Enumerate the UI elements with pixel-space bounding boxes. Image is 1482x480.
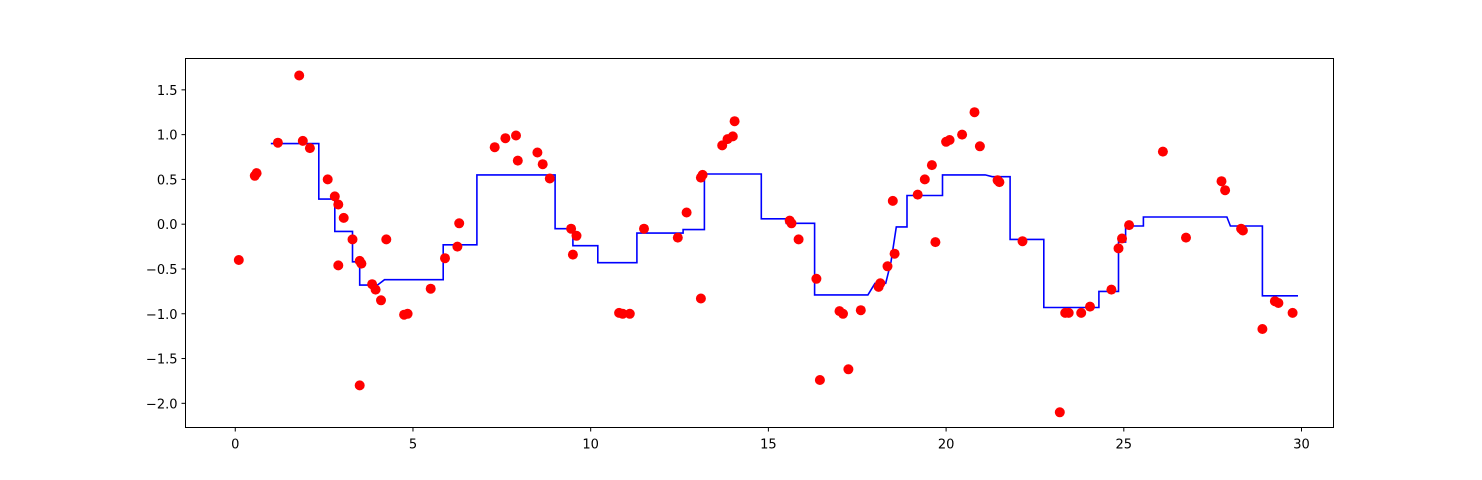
scatter-point <box>639 223 649 234</box>
axis-ticks: 0 5 10 15 20 25 30 −2.0 −1.5 −1.0 −0.5 0.0 0.5 1.0 1.5 <box>146 84 1310 453</box>
scatter-point <box>532 147 543 158</box>
scatter-point <box>1220 185 1231 196</box>
scatter-point <box>440 253 450 264</box>
scatter-point <box>1287 307 1298 318</box>
scatter-point <box>1124 220 1135 231</box>
scatter-point <box>1085 301 1095 312</box>
y-tick-label: −0.5 <box>146 263 178 278</box>
scatter-point <box>1063 307 1074 318</box>
scatter-point <box>882 261 893 272</box>
scatter-point <box>695 293 706 304</box>
x-tick-label: 30 <box>1293 438 1310 453</box>
scatter-point <box>1054 407 1065 418</box>
scatter-point <box>566 223 577 234</box>
y-tick-label: −2.0 <box>146 397 178 412</box>
scatter-point <box>1157 146 1168 157</box>
scatter-point <box>489 142 500 153</box>
scatter-point <box>329 191 340 202</box>
scatter-point <box>425 283 436 294</box>
scatter-point <box>381 234 392 245</box>
scatter-point <box>511 130 521 141</box>
scatter-point <box>1181 232 1191 243</box>
scatter-point <box>294 70 305 81</box>
scatter-point <box>1117 233 1127 244</box>
scatter-point <box>1257 324 1268 334</box>
scatter-point <box>1273 298 1284 308</box>
scatter-point <box>919 174 930 185</box>
scatter-point <box>512 155 523 166</box>
scatter-point <box>356 258 367 269</box>
scatter-point <box>571 230 582 241</box>
scatter-point <box>887 195 898 206</box>
scatter-point <box>454 218 465 229</box>
scatter-point <box>297 135 308 146</box>
scatter-point <box>974 141 985 152</box>
x-tick-label: 0 <box>231 438 239 453</box>
scatter-point <box>402 308 413 319</box>
scatter-point <box>544 173 555 184</box>
x-tick-label: 5 <box>409 438 417 453</box>
scatter-point <box>811 273 822 284</box>
scatter-point <box>500 133 511 144</box>
scatter-point <box>452 241 463 252</box>
y-tick-label: 1.5 <box>157 84 178 99</box>
scatter-point <box>1076 307 1087 318</box>
scatter-point <box>233 255 244 265</box>
scatter-point <box>333 199 344 210</box>
x-tick-label: 25 <box>1116 438 1133 453</box>
x-tick-label: 15 <box>760 438 777 453</box>
scatter-point <box>376 295 386 306</box>
scatter-point <box>354 380 365 391</box>
scatter-point <box>786 218 797 229</box>
scatter-point <box>347 234 358 245</box>
scatter-point <box>889 248 900 259</box>
scatter-point <box>969 107 980 118</box>
scatter-point <box>338 212 349 223</box>
y-tick-label: 1.0 <box>157 129 178 144</box>
scatter-point <box>333 260 344 271</box>
scatter-point <box>567 249 578 260</box>
scatter-point <box>1106 284 1117 295</box>
scatter-point <box>1216 176 1227 187</box>
y-tick-label: −1.5 <box>146 353 178 368</box>
scatter-point <box>617 308 628 319</box>
scatter-point <box>957 129 968 140</box>
scatter-point <box>994 177 1005 188</box>
scatter-point <box>727 131 738 142</box>
scatter-point <box>681 207 692 218</box>
scatter-point <box>838 308 848 319</box>
scatter-point <box>729 116 740 127</box>
y-tick-label: −1.0 <box>146 308 178 323</box>
scatter-point <box>1113 243 1124 254</box>
scatter-point <box>912 189 923 200</box>
scatter-point <box>672 232 683 243</box>
scatter-point <box>926 160 937 171</box>
scatter-point <box>1237 225 1248 236</box>
scatter-point <box>1017 236 1028 247</box>
scatter-point <box>322 174 333 185</box>
scatter-point <box>624 308 635 319</box>
scatter-series <box>233 70 1298 418</box>
scatter-point <box>272 137 283 148</box>
y-tick-label: 0.0 <box>157 218 178 233</box>
scatter-point <box>843 364 854 375</box>
scatter-point <box>251 168 262 179</box>
scatter-point <box>370 284 381 295</box>
x-tick-label: 20 <box>938 438 955 453</box>
y-tick-label: 0.5 <box>157 173 178 188</box>
scatter-point <box>875 278 886 289</box>
x-tick-label: 10 <box>582 438 599 453</box>
scatter-point <box>814 375 825 385</box>
plot-area <box>185 58 1334 428</box>
scatter-point <box>537 159 548 170</box>
scatter-point <box>855 305 866 316</box>
scatter-point <box>944 135 955 145</box>
scatter-point <box>304 143 315 154</box>
scatter-point <box>793 234 804 245</box>
axes-frame <box>185 58 1334 428</box>
scatter-point <box>697 169 708 180</box>
scatter-point <box>930 237 941 248</box>
